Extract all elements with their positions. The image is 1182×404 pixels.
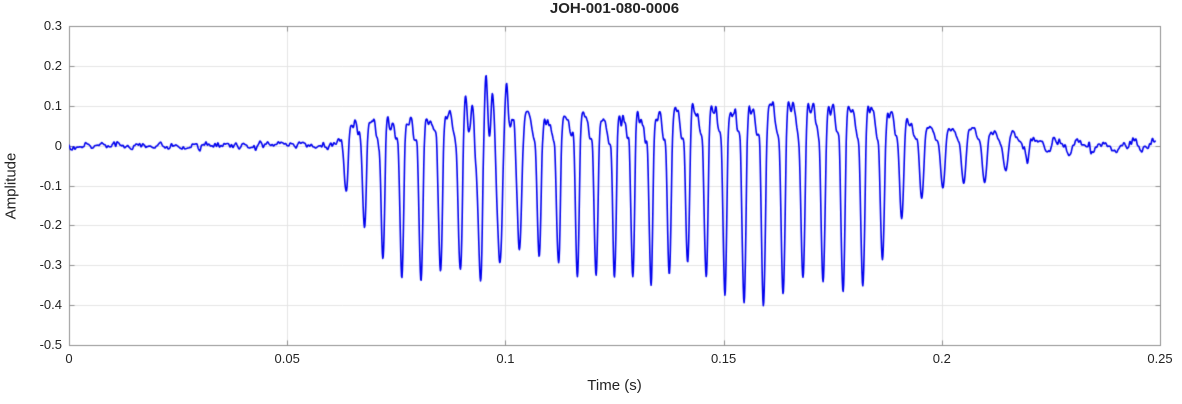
x-tick-label: 0 [65,351,73,366]
x-tick-label: 0.25 [1147,351,1173,366]
y-tick-label: -0.2 [39,217,62,233]
y-tick-label: -0.5 [39,337,62,352]
y-tick-label: 0.2 [43,57,62,73]
x-tick-label: 0.15 [710,351,737,366]
y-tick-label: 0 [54,137,62,153]
y-tick-label: -0.1 [39,177,62,193]
x-tick-label: 0.2 [932,351,951,366]
x-tick-label: 0.1 [496,351,515,366]
y-tick-label: 0.1 [43,97,62,113]
x-tick-label: 0.05 [274,351,300,366]
chart-title: JOH-001-080-0006 [549,0,680,17]
x-axis-label: Time (s) [587,377,642,394]
y-tick-label: -0.3 [39,257,62,273]
y-tick-label: 0.3 [43,18,62,33]
y-tick-label: -0.4 [39,297,62,313]
